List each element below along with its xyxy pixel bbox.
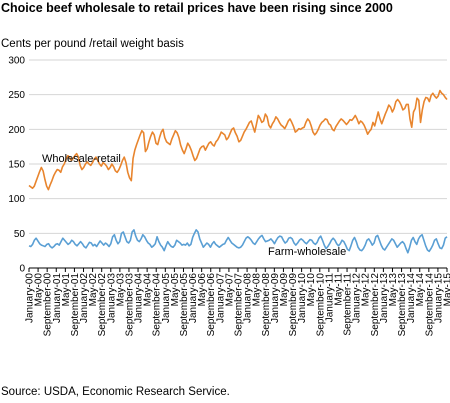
x-tick-label: January-00 bbox=[25, 273, 36, 323]
series-line-farm-wholesale bbox=[28, 229, 448, 254]
x-tick-label: May-12 bbox=[361, 273, 372, 307]
x-tick-label: May-10 bbox=[306, 273, 317, 307]
x-tick-label: September-09 bbox=[288, 273, 299, 337]
x-tick-label: January-01 bbox=[52, 273, 63, 323]
x-tick-label: September-07 bbox=[234, 273, 245, 337]
y-tick-label: 0 bbox=[19, 264, 25, 275]
series-line-wholesale-retail bbox=[28, 89, 448, 191]
x-tick-label: September-10 bbox=[315, 273, 326, 337]
x-tick-label: September-02 bbox=[97, 273, 108, 337]
x-tick-label: May-13 bbox=[388, 273, 399, 307]
x-tick-label: May-07 bbox=[224, 273, 235, 307]
x-tick-label: September-11 bbox=[343, 273, 354, 336]
x-tick-label: January-08 bbox=[243, 273, 254, 323]
chart-title: Choice beef wholesale to retail prices h… bbox=[1, 1, 393, 15]
x-tick-label: September-00 bbox=[43, 273, 54, 337]
y-axis-label: Cents per pound /retail weight basis bbox=[1, 38, 184, 50]
x-tick-label: January-12 bbox=[352, 273, 363, 323]
x-tick-label: September-04 bbox=[152, 273, 163, 337]
series-lines bbox=[28, 89, 448, 254]
x-tick-label: January-14 bbox=[406, 273, 417, 323]
y-axis: 0 50 100 150 200 250 300 bbox=[8, 56, 25, 275]
x-tick-label: January-05 bbox=[161, 273, 172, 323]
y-tick-label: 250 bbox=[8, 90, 25, 101]
gridlines bbox=[29, 59, 447, 234]
source-note: Source: USDA, Economic Research Service. bbox=[1, 386, 230, 398]
x-tick-label: January-07 bbox=[215, 273, 226, 323]
x-tick-label: May-08 bbox=[252, 273, 263, 307]
y-tick-label: 200 bbox=[8, 125, 25, 136]
x-tick-label: May-11 bbox=[333, 273, 344, 306]
x-tick-label: January-10 bbox=[297, 273, 308, 323]
y-tick-label: 300 bbox=[8, 56, 25, 67]
x-tick-label: January-02 bbox=[79, 273, 90, 323]
x-tick-label: May-02 bbox=[88, 273, 99, 307]
x-tick-label: September-01 bbox=[70, 273, 81, 337]
x-tick-label: January-09 bbox=[270, 273, 281, 323]
x-tick-label: September-13 bbox=[397, 273, 408, 337]
x-tick-label: September-14 bbox=[424, 273, 435, 337]
x-tick-label: September-08 bbox=[261, 273, 272, 337]
x-tick-label: September-06 bbox=[206, 273, 217, 337]
x-axis: January-00May-00September-00January-01Ma… bbox=[25, 267, 450, 337]
x-tick-label: May-14 bbox=[415, 273, 426, 307]
y-tick-label: 150 bbox=[8, 160, 25, 171]
x-tick-label: May-06 bbox=[197, 273, 208, 307]
x-tick-label: May-05 bbox=[170, 273, 181, 307]
x-tick-label: May-09 bbox=[279, 273, 290, 307]
x-tick-label: January-06 bbox=[188, 273, 199, 323]
x-tick-label: January-04 bbox=[134, 273, 145, 323]
y-tick-label: 100 bbox=[8, 194, 25, 205]
x-tick-label: September-05 bbox=[179, 273, 190, 337]
annotations: Wholesale-retail Farm-wholesale bbox=[42, 153, 346, 258]
annotation-label: Farm-wholesale bbox=[268, 246, 346, 258]
x-tick-label: January-15 bbox=[433, 273, 444, 323]
x-tick-label: January-13 bbox=[379, 273, 390, 323]
y-tick-label: 50 bbox=[14, 229, 26, 240]
annotation-label: Wholesale-retail bbox=[42, 153, 121, 165]
x-tick-label: May-04 bbox=[143, 273, 154, 307]
x-tick-label: September-12 bbox=[370, 273, 381, 337]
x-tick-label: January-03 bbox=[106, 273, 117, 323]
x-tick-label: September-03 bbox=[124, 273, 135, 337]
x-tick-label: May-15 bbox=[443, 273, 450, 307]
x-tick-label: May-01 bbox=[61, 273, 72, 307]
x-tick-label: May-00 bbox=[34, 273, 45, 307]
x-tick-label: May-03 bbox=[115, 273, 126, 307]
x-tick-label: January-11 bbox=[324, 273, 335, 323]
